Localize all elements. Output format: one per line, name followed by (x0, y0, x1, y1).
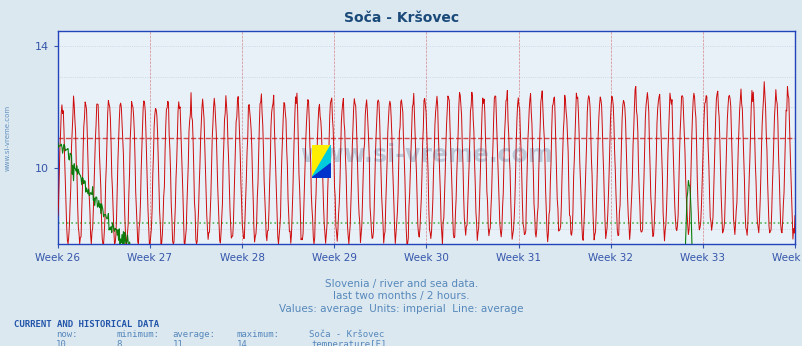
Text: Slovenia / river and sea data.: Slovenia / river and sea data. (325, 279, 477, 289)
Text: minimum:: minimum: (116, 330, 160, 339)
Text: 10: 10 (56, 340, 67, 346)
Text: now:: now: (56, 330, 78, 339)
Text: average:: average: (172, 330, 216, 339)
Polygon shape (311, 145, 330, 178)
Text: maximum:: maximum: (237, 330, 280, 339)
Polygon shape (311, 163, 330, 178)
Text: www.si-vreme.com: www.si-vreme.com (300, 143, 552, 166)
Text: CURRENT AND HISTORICAL DATA: CURRENT AND HISTORICAL DATA (14, 320, 160, 329)
Text: 11: 11 (172, 340, 183, 346)
Text: Soča - Kršovec: Soča - Kršovec (343, 11, 459, 25)
Text: Values: average  Units: imperial  Line: average: Values: average Units: imperial Line: av… (279, 304, 523, 315)
Polygon shape (311, 145, 330, 178)
Text: temperature[F]: temperature[F] (311, 340, 387, 346)
Text: 8: 8 (116, 340, 122, 346)
Text: Soča - Kršovec: Soča - Kršovec (309, 330, 384, 339)
Text: last two months / 2 hours.: last two months / 2 hours. (333, 291, 469, 301)
Text: www.si-vreme.com: www.si-vreme.com (5, 105, 11, 172)
Text: 14: 14 (237, 340, 247, 346)
